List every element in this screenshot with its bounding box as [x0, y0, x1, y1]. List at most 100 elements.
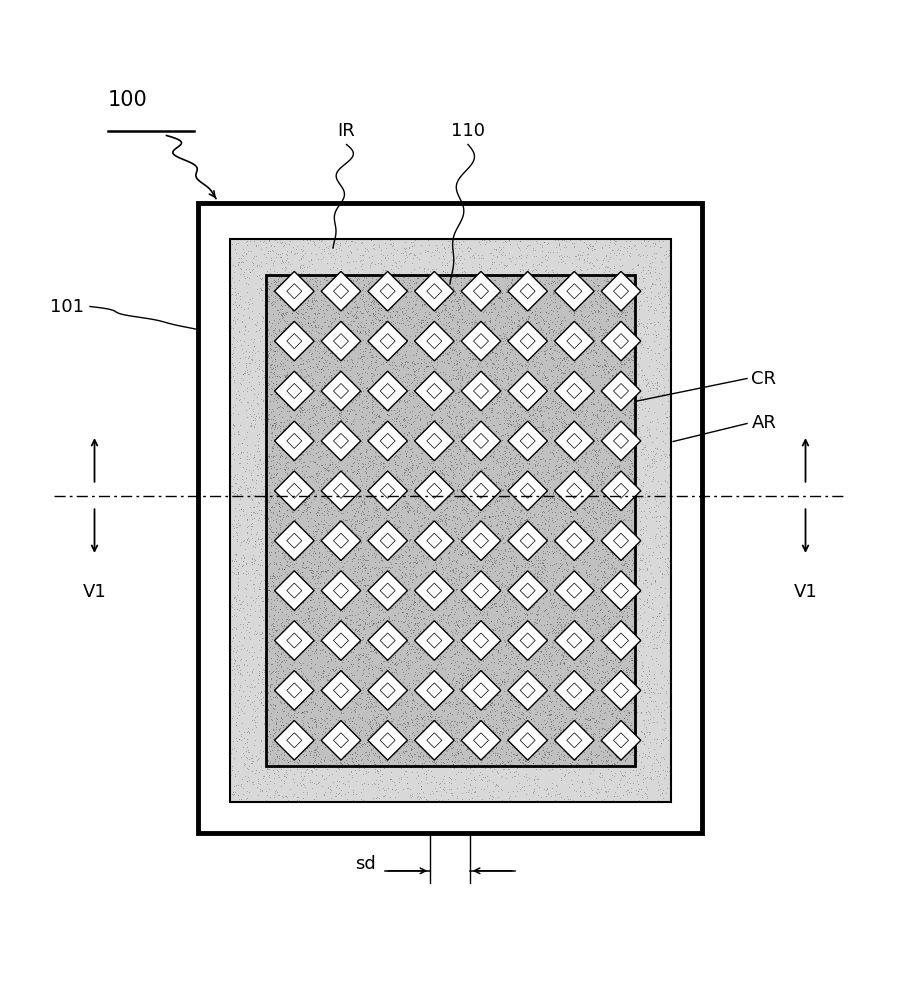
Point: [617, 387, 632, 403]
Point: [592, 268, 607, 284]
Point: [386, 303, 400, 319]
Point: [310, 632, 325, 648]
Point: [373, 695, 387, 711]
Point: [364, 280, 378, 296]
Point: [438, 554, 453, 570]
Point: [626, 277, 640, 293]
Point: [536, 363, 551, 379]
Point: [313, 287, 328, 303]
Point: [616, 768, 630, 784]
Point: [588, 569, 602, 585]
Point: [642, 662, 656, 678]
Point: [394, 599, 409, 615]
Point: [351, 630, 365, 646]
Point: [536, 311, 550, 327]
Point: [611, 571, 625, 587]
Point: [450, 413, 464, 429]
Point: [421, 726, 436, 742]
Point: [327, 546, 341, 562]
Point: [255, 664, 269, 680]
Point: [467, 690, 482, 706]
Point: [451, 488, 465, 504]
Point: [430, 593, 445, 609]
Point: [309, 445, 323, 461]
Point: [366, 528, 381, 544]
Point: [549, 745, 563, 761]
Point: [593, 648, 608, 664]
Point: [507, 707, 521, 723]
Point: [387, 599, 401, 615]
Point: [571, 379, 585, 395]
Point: [509, 420, 524, 436]
Point: [411, 439, 426, 455]
Point: [418, 291, 433, 307]
Point: [280, 389, 294, 405]
Point: [377, 751, 392, 767]
Point: [603, 652, 617, 668]
Point: [528, 593, 543, 609]
Point: [309, 533, 323, 549]
Point: [518, 611, 533, 627]
Point: [348, 699, 363, 715]
Point: [500, 386, 515, 402]
Point: [536, 463, 550, 479]
Point: [600, 273, 615, 289]
Point: [238, 688, 252, 704]
Point: [423, 541, 437, 557]
Point: [577, 784, 591, 800]
Point: [576, 512, 590, 528]
Point: [542, 740, 556, 756]
Point: [577, 663, 591, 679]
Point: [522, 701, 536, 717]
Point: [244, 465, 258, 481]
Point: [453, 285, 467, 301]
Point: [313, 757, 328, 773]
Point: [508, 459, 523, 475]
Point: [485, 342, 500, 358]
Point: [474, 639, 489, 655]
Point: [426, 543, 440, 559]
Point: [391, 461, 405, 477]
Point: [379, 527, 393, 543]
Point: [345, 334, 359, 350]
Point: [491, 375, 506, 391]
Point: [302, 603, 317, 619]
Point: [414, 543, 428, 559]
Point: [318, 336, 332, 352]
Point: [342, 635, 356, 651]
Point: [421, 454, 436, 470]
Point: [590, 334, 605, 350]
Point: [283, 640, 297, 656]
Point: [341, 447, 356, 463]
Point: [576, 388, 590, 404]
Point: [266, 567, 280, 583]
Point: [292, 792, 306, 808]
Point: [557, 237, 572, 253]
Point: [580, 250, 594, 266]
Point: [333, 443, 347, 459]
Point: [313, 491, 328, 507]
Point: [321, 595, 336, 611]
Point: [351, 301, 365, 317]
Point: [482, 749, 496, 765]
Point: [405, 429, 419, 445]
Point: [346, 681, 360, 697]
Point: [470, 316, 484, 332]
Point: [323, 341, 338, 357]
Point: [402, 277, 417, 293]
Point: [399, 409, 413, 425]
Point: [547, 638, 562, 654]
Point: [266, 280, 281, 296]
Point: [340, 756, 355, 772]
Point: [558, 528, 572, 544]
Point: [464, 285, 478, 301]
Point: [599, 648, 614, 664]
Point: [634, 390, 648, 406]
Point: [239, 245, 254, 261]
Point: [324, 345, 338, 361]
Point: [570, 551, 584, 567]
Point: [355, 558, 369, 574]
Point: [430, 743, 445, 759]
Point: [492, 307, 507, 323]
Point: [598, 339, 613, 355]
